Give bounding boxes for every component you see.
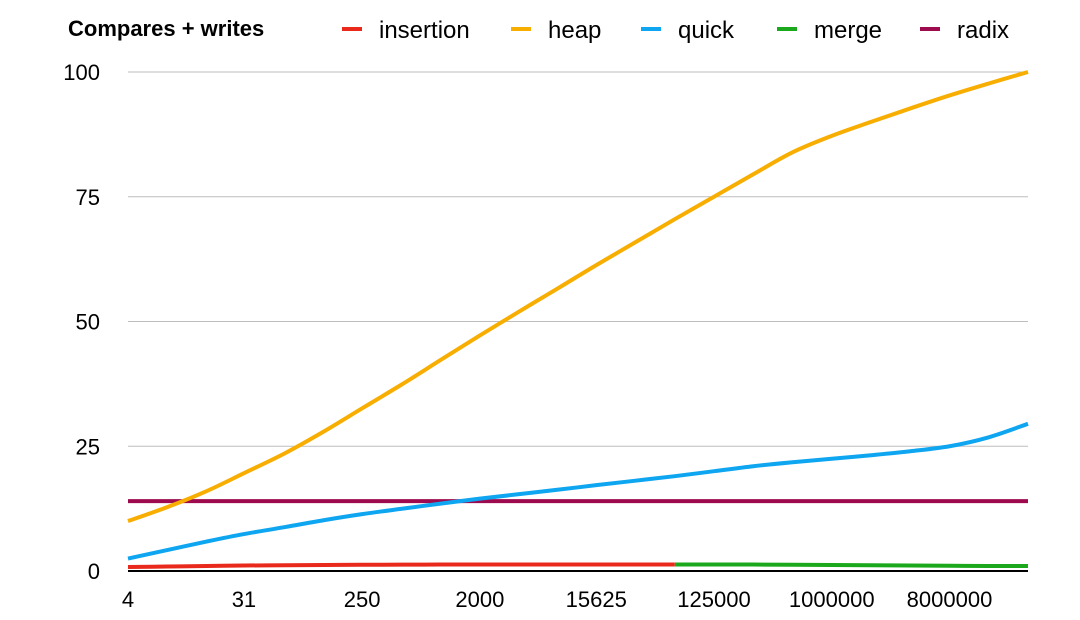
x-tick-label: 250	[344, 587, 381, 612]
y-axis: 0 25 50 75 100	[63, 60, 100, 584]
chart-title: Compares + writes	[68, 16, 264, 41]
x-tick-label: 31	[232, 587, 256, 612]
series-line-insertion	[127, 562, 675, 570]
legend-item-insertion: insertion	[342, 17, 470, 44]
legend-label: heap	[548, 17, 601, 44]
plot-area	[127, 70, 1029, 570]
series-line-heap	[127, 70, 1029, 523]
x-tick-label: 125000	[677, 587, 750, 612]
x-axis: 4 31 250 2000 15625 125000 1000000 8000000	[122, 570, 1028, 612]
x-tick-label: 2000	[455, 587, 504, 612]
legend-label: radix	[957, 17, 1009, 44]
x-tick-label: 8000000	[907, 587, 993, 612]
y-tick-label: 100	[63, 60, 100, 85]
legend-item-radix: radix	[920, 17, 1009, 44]
x-tick-label: 15625	[566, 587, 627, 612]
legend-label: quick	[678, 17, 735, 44]
y-tick-label: 0	[88, 559, 100, 584]
y-tick-label: 25	[76, 434, 100, 459]
x-tick-label: 4	[122, 587, 134, 612]
y-tick-label: 50	[76, 310, 100, 335]
series-line-quick	[127, 421, 1029, 561]
series-line-merge	[674, 562, 1029, 569]
legend-item-quick: quick	[641, 17, 735, 44]
legend-label: merge	[814, 17, 882, 44]
legend-item-heap: heap	[511, 17, 601, 44]
y-tick-label: 75	[76, 185, 100, 210]
grid-lines	[128, 71, 1028, 447]
x-tick-label: 1000000	[789, 587, 875, 612]
legend-item-merge: merge	[777, 17, 882, 44]
legend: insertion heap quick merge radix	[342, 17, 1009, 44]
legend-label: insertion	[379, 17, 470, 44]
